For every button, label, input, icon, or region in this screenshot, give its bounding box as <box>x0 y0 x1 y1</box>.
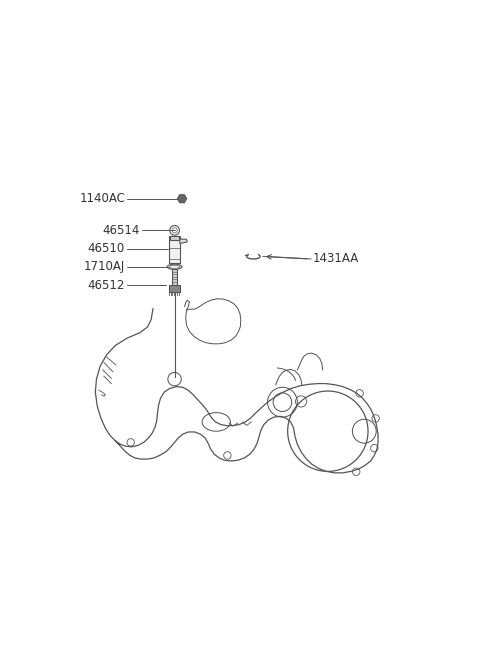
Polygon shape <box>180 239 187 244</box>
Text: 46514: 46514 <box>103 224 140 237</box>
Text: 1710AJ: 1710AJ <box>84 260 125 273</box>
Ellipse shape <box>167 264 182 269</box>
Text: 1431AA: 1431AA <box>313 252 359 265</box>
Polygon shape <box>178 195 186 202</box>
Bar <box>169 284 180 291</box>
Bar <box>172 269 177 284</box>
Ellipse shape <box>169 265 180 269</box>
Text: 1140AC: 1140AC <box>79 192 125 205</box>
Text: 46510: 46510 <box>88 242 125 255</box>
Bar <box>169 236 180 263</box>
Bar <box>170 236 179 240</box>
Text: 46512: 46512 <box>88 279 125 292</box>
